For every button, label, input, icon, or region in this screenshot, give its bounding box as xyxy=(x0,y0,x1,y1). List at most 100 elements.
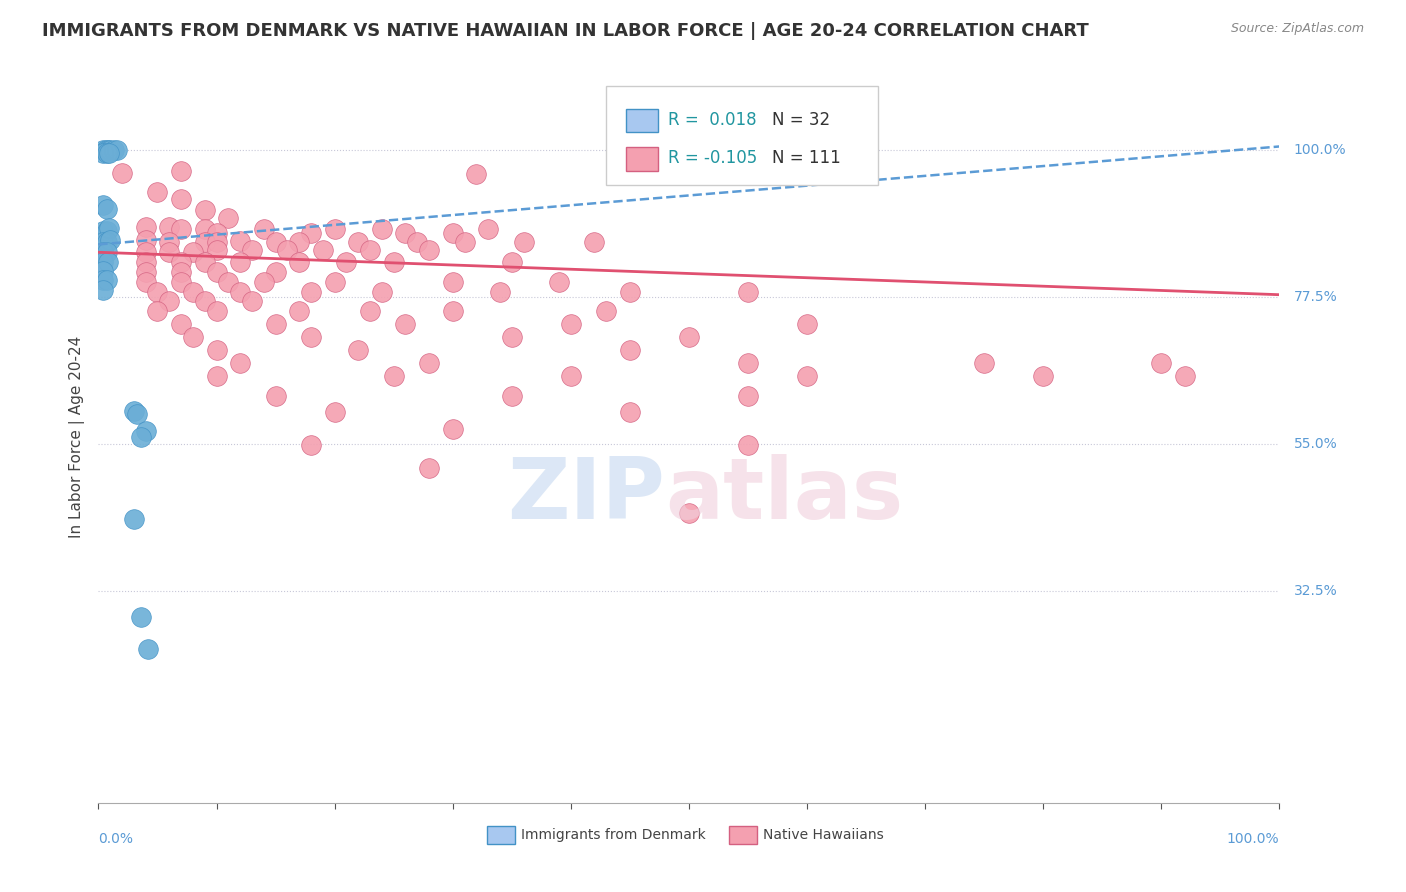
Point xyxy=(737,356,759,370)
Point xyxy=(170,192,193,206)
Point xyxy=(103,143,125,157)
Point xyxy=(229,356,252,370)
Point xyxy=(382,255,405,269)
Point xyxy=(170,222,193,236)
Point xyxy=(299,227,322,241)
Point xyxy=(111,165,134,179)
Text: 100.0%: 100.0% xyxy=(1294,143,1347,157)
Point xyxy=(323,222,346,236)
Point xyxy=(418,460,440,475)
Point xyxy=(157,294,180,309)
Point xyxy=(264,317,287,331)
Point xyxy=(136,642,159,657)
Point xyxy=(796,369,818,384)
Y-axis label: In Labor Force | Age 20-24: In Labor Force | Age 20-24 xyxy=(69,336,84,538)
Point xyxy=(170,317,193,331)
Text: ZIP: ZIP xyxy=(508,454,665,537)
Point xyxy=(240,244,263,258)
Point xyxy=(205,244,228,258)
Point xyxy=(406,235,429,250)
Point xyxy=(512,235,534,250)
Point xyxy=(181,245,204,260)
Point xyxy=(205,265,228,279)
Point xyxy=(91,198,114,212)
Point xyxy=(1150,356,1173,370)
FancyBboxPatch shape xyxy=(486,826,516,844)
Point xyxy=(97,143,120,157)
Point xyxy=(146,304,169,318)
Point xyxy=(94,143,117,157)
Point xyxy=(194,235,217,250)
Point xyxy=(91,255,114,269)
Point xyxy=(96,202,118,216)
Point xyxy=(91,224,114,238)
Point xyxy=(264,265,287,279)
Text: R =  0.018: R = 0.018 xyxy=(668,111,756,128)
Point xyxy=(264,235,287,250)
Point xyxy=(98,143,121,157)
Point xyxy=(170,255,193,269)
FancyBboxPatch shape xyxy=(626,147,658,171)
Point xyxy=(323,405,346,419)
Point xyxy=(418,244,440,258)
Point xyxy=(1174,369,1197,384)
Point xyxy=(299,285,322,299)
Point xyxy=(135,275,157,289)
Point xyxy=(441,304,464,318)
Point xyxy=(489,285,512,299)
Text: Source: ZipAtlas.com: Source: ZipAtlas.com xyxy=(1230,22,1364,36)
Point xyxy=(96,245,118,260)
Point xyxy=(91,283,114,297)
Point xyxy=(96,224,118,238)
Point xyxy=(229,234,252,248)
Point xyxy=(441,227,464,241)
Point xyxy=(796,317,818,331)
Point xyxy=(135,255,157,269)
Point xyxy=(96,273,118,287)
Point xyxy=(205,343,228,358)
Point xyxy=(619,343,641,358)
Point xyxy=(98,146,121,161)
Point xyxy=(157,235,180,250)
Point xyxy=(347,235,370,250)
Point xyxy=(122,404,145,418)
Point xyxy=(194,202,217,217)
Point xyxy=(737,285,759,299)
Text: N = 111: N = 111 xyxy=(772,149,841,168)
Text: 100.0%: 100.0% xyxy=(1227,832,1279,846)
Text: 32.5%: 32.5% xyxy=(1294,583,1337,598)
Point xyxy=(288,235,311,250)
Point xyxy=(299,330,322,344)
Point xyxy=(253,275,276,289)
Point xyxy=(91,143,114,157)
Point xyxy=(678,507,700,521)
Point xyxy=(501,330,523,344)
Point xyxy=(382,369,405,384)
Point xyxy=(181,330,204,344)
Point xyxy=(359,244,381,258)
Point xyxy=(418,356,440,370)
Text: atlas: atlas xyxy=(665,454,904,537)
Point xyxy=(441,421,464,435)
Point xyxy=(170,275,193,289)
Point xyxy=(205,235,228,249)
Point xyxy=(312,244,335,258)
Point xyxy=(335,255,357,269)
Point xyxy=(323,275,346,289)
Point xyxy=(98,221,121,235)
Point xyxy=(855,167,877,181)
Point xyxy=(229,255,252,269)
Point xyxy=(240,294,263,309)
Point xyxy=(181,285,204,299)
Point xyxy=(105,143,128,157)
Text: Native Hawaiians: Native Hawaiians xyxy=(763,828,884,842)
Point xyxy=(205,227,228,241)
FancyBboxPatch shape xyxy=(730,826,758,844)
Point xyxy=(748,167,770,181)
Point xyxy=(548,275,571,289)
Point xyxy=(288,255,311,269)
Point xyxy=(394,317,416,331)
Point xyxy=(170,164,193,178)
Point xyxy=(501,255,523,269)
Point xyxy=(146,185,169,199)
